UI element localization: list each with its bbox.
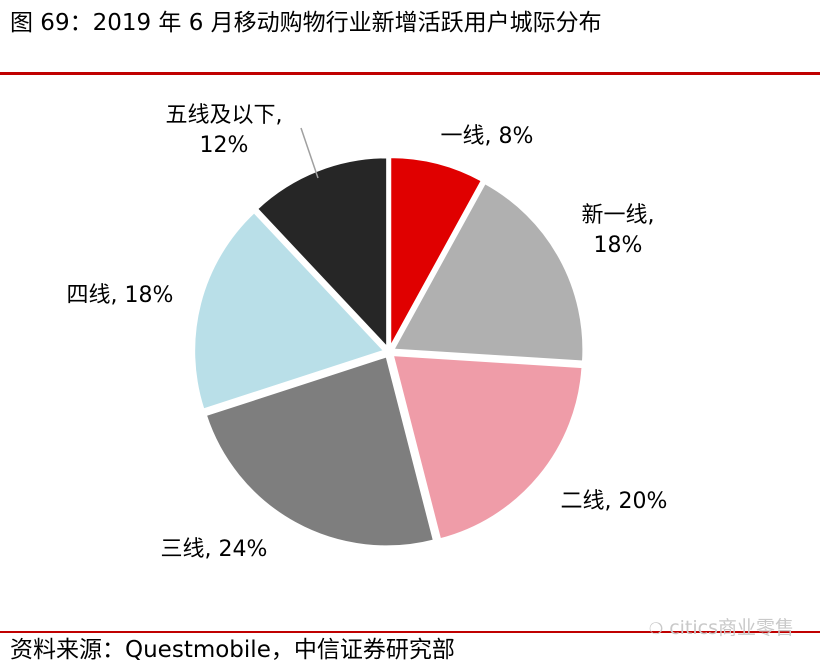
leader-line	[300, 127, 319, 179]
watermark: ❍ citics商业零售	[649, 616, 794, 641]
watermark-text: citics商业零售	[669, 617, 794, 639]
pie-slice-1	[389, 156, 484, 348]
pie-slice-2	[391, 181, 585, 363]
slice-label-5: 四线, 18%	[67, 283, 174, 308]
top-divider	[0, 72, 820, 75]
slice-label-1: 一线, 8%	[441, 124, 534, 149]
pie-slice-4	[204, 355, 436, 548]
figure-title: 图 69：2019 年 6 月移动购物行业新增活跃用户城际分布	[10, 10, 602, 36]
pie-slice-5	[193, 210, 386, 411]
slice-label-6: 五线及以下, 12%	[166, 103, 283, 158]
wechat-icon: ❍	[648, 619, 664, 638]
slice-label-4: 三线, 24%	[161, 537, 268, 562]
slice-label-2: 新一线, 18%	[582, 203, 655, 258]
pie-slice-3	[391, 354, 584, 541]
source-note: 资料来源：Questmobile，中信证券研究部	[10, 637, 455, 663]
pie-slice-6	[255, 156, 389, 350]
bottom-divider	[0, 631, 820, 633]
slice-label-3: 二线, 20%	[561, 489, 668, 514]
